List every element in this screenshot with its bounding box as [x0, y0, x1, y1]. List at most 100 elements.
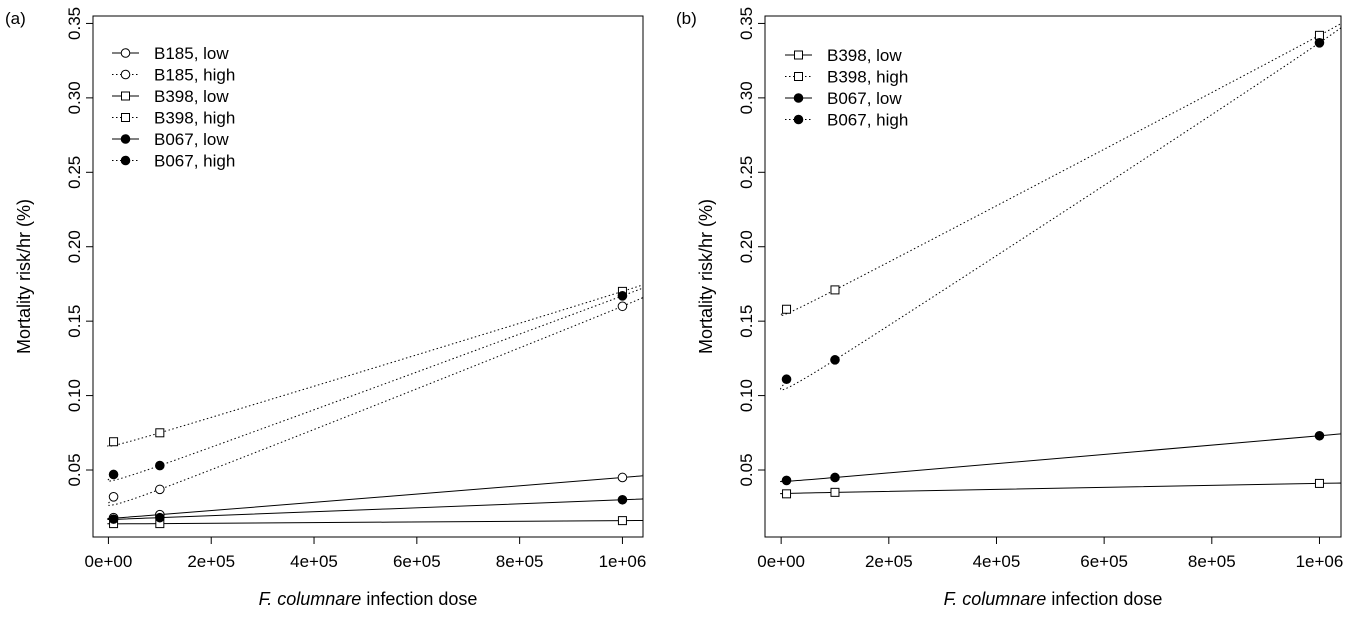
y-tick-label: 0.05 [65, 453, 84, 486]
legend-label: B185, high [154, 66, 235, 85]
panel-b: (b) 0e+00 2e+05 4e+05 6e+05 8e+05 1e+06 0.05 0.1… [676, 7, 1344, 609]
data-point [617, 472, 628, 483]
data-point [781, 475, 792, 486]
legend-label: B185, low [154, 44, 229, 63]
y-axis-title: Mortality risk/hr (%) [696, 199, 716, 354]
x-tick-label: 4e+05 [973, 552, 1021, 571]
y-tick-label: 0.35 [65, 7, 84, 40]
y-tick-label: 0.15 [65, 305, 84, 338]
x-tick-label: 0e+00 [85, 552, 133, 571]
y-tick-label: 0.10 [65, 379, 84, 412]
y-tick-label: 0.05 [737, 453, 756, 486]
x-tick-label: 2e+05 [187, 552, 235, 571]
plot-frame [764, 15, 1342, 538]
legend-marker [793, 93, 804, 103]
legend-label: B398, low [154, 87, 229, 106]
panel-label: (b) [676, 9, 697, 28]
y-tick-label: 0.20 [737, 230, 756, 263]
data-point [617, 494, 628, 505]
x-tick-label: 6e+05 [1080, 552, 1128, 571]
series-line [107, 280, 643, 447]
plot-frame [92, 15, 644, 538]
legend-label: B067, low [827, 89, 902, 108]
x-axis-title-italic: F. columnare [944, 589, 1047, 609]
data-point [155, 428, 165, 438]
panel-label: (a) [5, 9, 26, 28]
data-point [830, 487, 840, 497]
x-axis-title: F. columnare infection dose [259, 589, 478, 609]
legend-label: B067, high [154, 152, 235, 171]
legend-label: B067, low [154, 130, 229, 149]
y-tick-label: 0.25 [65, 156, 84, 189]
data-point [155, 512, 165, 523]
x-tick-label: 4e+05 [290, 552, 338, 571]
data-point [617, 516, 627, 526]
y-tick-label: 0.25 [737, 156, 756, 189]
x-tick-label: 8e+05 [1188, 552, 1236, 571]
x-tick-label: 2e+05 [865, 552, 913, 571]
legend-marker [794, 50, 803, 60]
y-tick-label: 0.30 [737, 81, 756, 114]
data-point [830, 472, 840, 483]
y-tick-label: 0.15 [737, 305, 756, 338]
legend: B185, low B185, high B398, low B398, high B0… [112, 44, 235, 171]
data-point [617, 301, 628, 312]
legend-label: B398, high [154, 109, 235, 128]
data-point [1314, 37, 1325, 48]
x-tick-label: 0e+00 [757, 552, 805, 571]
data-point [1314, 430, 1325, 441]
series-line [107, 283, 643, 482]
series-markers [781, 30, 1325, 499]
y-tick-label: 0.20 [65, 230, 84, 263]
x-tick-label: 8e+05 [496, 552, 544, 571]
x-tick-label: 1e+06 [1296, 552, 1344, 571]
legend-marker [120, 48, 131, 58]
legend-label: B067, high [827, 111, 908, 130]
legend-label: B398, high [827, 68, 908, 87]
data-point [155, 484, 165, 495]
data-point [108, 514, 119, 524]
y-tick-label: 0.10 [737, 379, 756, 412]
legend-marker [794, 72, 803, 81]
series-line [107, 520, 643, 525]
data-point [155, 460, 165, 471]
x-axis-title-rest: infection dose [1046, 589, 1162, 609]
data-point [782, 304, 792, 314]
series-line [780, 482, 1341, 495]
series-line [107, 497, 643, 521]
legend-marker [793, 114, 804, 125]
legend-marker [120, 155, 131, 166]
data-point [617, 291, 628, 301]
x-axis-title: F. columnare infection dose [944, 589, 1163, 609]
y-axis-title: Mortality risk/hr (%) [14, 199, 34, 354]
series-line [107, 289, 643, 506]
x-tick-label: 6e+05 [393, 552, 441, 571]
legend-marker [121, 91, 130, 101]
series-line [780, 16, 1341, 317]
data-point [830, 285, 840, 295]
data-point [108, 492, 119, 502]
x-axis-title-rest: infection dose [361, 589, 477, 609]
legend-marker [121, 113, 130, 122]
data-point [109, 437, 119, 447]
series-curves [107, 280, 643, 525]
legend: B398, low B398, high B067, low B067, high [785, 46, 908, 130]
data-point [782, 489, 792, 499]
y-tick-label: 0.35 [737, 7, 756, 40]
series-line [779, 27, 1341, 391]
y-tick-label: 0.30 [65, 81, 84, 114]
legend-marker [120, 134, 131, 144]
panel-a: (a) 0e+00 2e+05 4e+05 6e+05 8e+05 1e+06 0.05 0.1… [5, 7, 647, 609]
x-tick-label: 1e+06 [599, 552, 647, 571]
legend-marker [120, 69, 131, 80]
data-point [1314, 478, 1324, 488]
x-axis-title-italic: F. columnare [259, 589, 362, 609]
data-point [830, 355, 840, 365]
series-line [780, 432, 1341, 483]
data-point [108, 469, 119, 480]
data-point [781, 374, 792, 385]
series-line [107, 473, 643, 519]
legend-label: B398, low [827, 46, 902, 65]
series-markers [108, 286, 628, 529]
